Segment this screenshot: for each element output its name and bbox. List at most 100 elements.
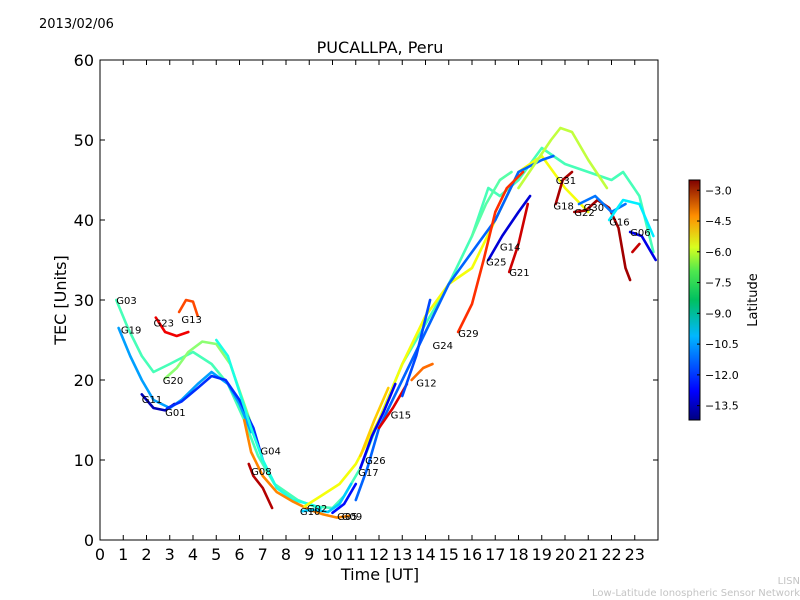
satellite-label-g24: G24: [433, 341, 453, 352]
colorbar: [688, 179, 701, 421]
colorbar-tick-label: −9.0: [705, 307, 732, 320]
y-tick-label: 50: [74, 131, 94, 150]
series-line-g14: [470, 170, 513, 238]
satellite-label-g14: G14: [500, 242, 520, 253]
y-tick-label: 40: [74, 211, 94, 230]
x-tick-label: 0: [95, 545, 105, 564]
satellite-label-g25: G25: [486, 258, 506, 269]
satellite-label-g31: G31: [556, 176, 576, 187]
x-tick-label: 7: [258, 545, 268, 564]
date-label: 2013/02/06: [39, 17, 114, 32]
series-line-g12: [410, 362, 434, 382]
x-tick-label: 11: [346, 545, 366, 564]
series-line-g18: [554, 170, 574, 206]
satellite-label-g11: G11: [142, 395, 162, 406]
series-line-g21: [507, 202, 530, 274]
series-line-g13: [177, 298, 199, 318]
x-tick-label: 16: [462, 545, 482, 564]
series-line-g16: [607, 198, 655, 238]
x-tick-label: 13: [392, 545, 412, 564]
satellite-label-g05: G05: [337, 512, 357, 523]
series-line-g08: [247, 462, 274, 510]
x-tick-label: 22: [601, 545, 621, 564]
plot-frame: [99, 59, 659, 541]
colorbar-ticks: −3.0 −4.5 −6.0 −7.5 −9.0 −10.5 −12.0 −13.5: [697, 184, 739, 413]
y-tick-label: 30: [74, 291, 94, 310]
satellite-label-g16: G16: [609, 218, 629, 229]
x-tick-label: 18: [508, 545, 528, 564]
colorbar-tick-label: −13.5: [705, 400, 739, 413]
colorbar-tick-label: −12.0: [705, 369, 739, 382]
y-tick-label: 10: [74, 451, 94, 470]
series-line-g06: [628, 230, 657, 262]
colorbar-tick-label: −10.5: [705, 338, 739, 351]
series-line-g23: [154, 316, 190, 338]
series-line-g24: [401, 298, 432, 398]
satellite-label-g13: G13: [181, 315, 201, 326]
satellite-label-g19: G19: [121, 326, 141, 337]
x-tick-label: 3: [165, 545, 175, 564]
colorbar-tick-label: −3.0: [705, 184, 732, 197]
series-line-g11b: [631, 242, 641, 254]
x-tick-label: 10: [322, 545, 342, 564]
x-tick-label: 20: [555, 545, 575, 564]
satellite-label-g26: G26: [365, 456, 385, 467]
x-tick-label: 9: [304, 545, 314, 564]
x-tick-label: 4: [188, 545, 198, 564]
x-tick-label: 5: [211, 545, 221, 564]
satellite-label-g09: G09: [342, 512, 362, 523]
x-tick-label: 17: [485, 545, 505, 564]
series-line-g20: [163, 340, 260, 446]
satellite-label-g06: G06: [630, 228, 650, 239]
x-tick-label: 12: [369, 545, 389, 564]
series-line-g09: [354, 154, 555, 502]
satellite-label-g22: G22: [574, 208, 594, 219]
series-line-g29: [456, 170, 525, 334]
chart-title: PUCALLPA, Peru: [317, 38, 444, 57]
x-tick-label: 8: [281, 545, 291, 564]
satellite-label-g29: G29: [458, 329, 478, 340]
series-line-g10: [301, 482, 353, 514]
x-tick-label: 15: [439, 545, 459, 564]
satellite-label-g21: G21: [509, 268, 529, 279]
x-tick-label: 6: [234, 545, 244, 564]
series-line-g31: [517, 126, 609, 190]
series-line-g02: [303, 154, 590, 508]
x-tick-label: 1: [118, 545, 128, 564]
x-tick-label: 2: [141, 545, 151, 564]
series-line-g04: [215, 338, 323, 510]
satellite-label-g12: G12: [416, 378, 436, 389]
series-line-g25: [487, 194, 532, 262]
credit-network: Low-Latitude Ionospheric Sensor Network: [592, 588, 800, 599]
x-tick-label: 21: [578, 545, 598, 564]
satellite-label-g01: G01: [165, 408, 185, 419]
satellite-label-g08: G08: [251, 467, 271, 478]
colorbar-tick-label: −7.5: [705, 277, 732, 290]
axes: 0 1 2 3 4 5 6 7 8 9 10 11 12 13 14 15 16 17 18 19 20 21 22 2301…: [74, 51, 658, 564]
series-line-g23b: [242, 418, 351, 519]
colorbar-tick-label: −4.5: [705, 215, 732, 228]
colorbar-tick-label: −6.0: [705, 246, 732, 259]
colorbar-label: Latitude: [746, 273, 761, 327]
x-axis-label: Time [UT]: [340, 565, 419, 584]
series-line-g15: [377, 382, 409, 430]
satellite-label-g03: G03: [116, 296, 136, 307]
y-tick-label: 60: [74, 51, 94, 70]
satellite-label-g20: G20: [163, 376, 183, 387]
satellite-label-g10: G10: [300, 507, 320, 518]
satellite-label-g17: G17: [358, 468, 378, 479]
series-layer: [115, 126, 657, 519]
satellite-label-g02: G02: [307, 504, 327, 515]
series-line-g26: [359, 386, 390, 458]
satellite-label-g15: G15: [391, 410, 411, 421]
y-tick-label: 20: [74, 371, 94, 390]
satellite-label-g04: G04: [260, 446, 280, 457]
y-tick-label: 0: [84, 531, 94, 550]
y-axis-label: TEC [Units]: [51, 255, 70, 346]
x-tick-label: 23: [625, 545, 645, 564]
series-line-g17: [359, 382, 397, 470]
series-line-g05: [331, 482, 358, 515]
credit-lisn: LISN: [777, 576, 800, 587]
